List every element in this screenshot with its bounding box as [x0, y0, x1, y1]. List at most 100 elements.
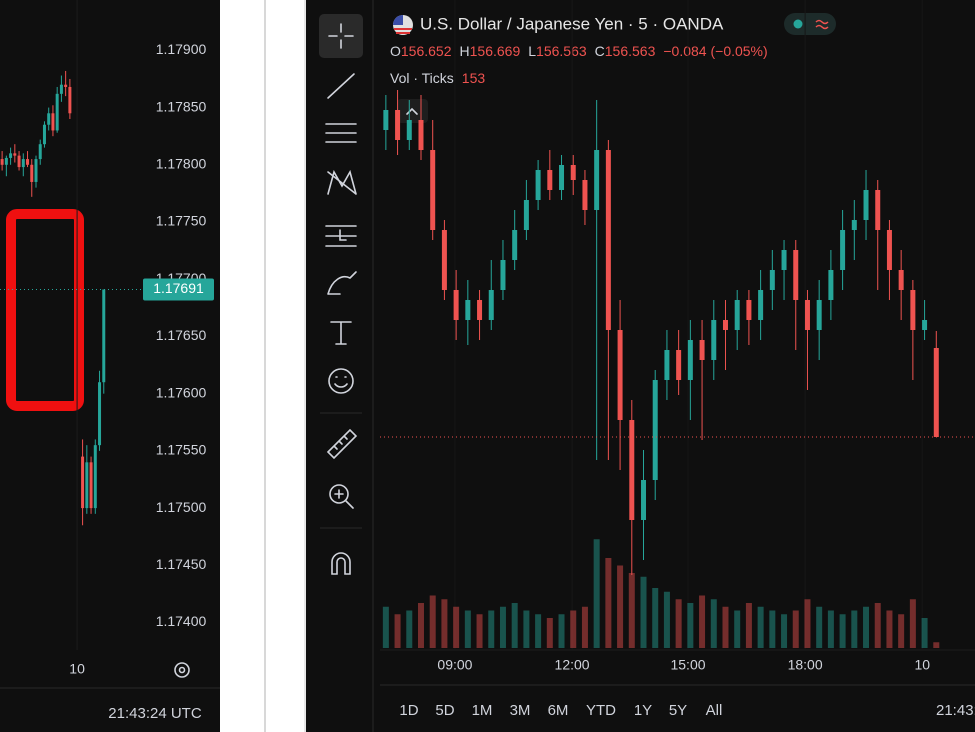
candle-body — [47, 113, 51, 125]
volume-bar — [570, 610, 577, 648]
range-button[interactable]: 5D — [435, 702, 454, 719]
x-tick-label: 09:00 — [437, 657, 472, 673]
candle-body — [687, 340, 693, 380]
candle-body — [0, 159, 4, 165]
candle-body — [641, 480, 647, 520]
legend-key: L — [528, 43, 536, 59]
volume-bar — [933, 642, 940, 648]
crosshair-icon — [328, 23, 354, 49]
candle-body — [30, 164, 34, 182]
candle-body — [68, 86, 72, 114]
candle-body — [523, 200, 529, 230]
candle-body — [840, 230, 846, 270]
candle-body — [711, 320, 717, 360]
volume-bar — [628, 573, 635, 648]
fib-icon[interactable] — [325, 225, 357, 247]
volume-bar — [851, 610, 858, 648]
candle-body — [898, 270, 904, 290]
left-panel — [0, 0, 220, 732]
collapse-button[interactable] — [397, 99, 428, 123]
candle-body — [922, 320, 928, 330]
x-tick-label: 12:00 — [555, 657, 590, 673]
volume-bar — [652, 588, 659, 648]
symbol-flag — [393, 15, 413, 35]
y-tick-label: 1.17750 — [156, 213, 207, 229]
volume-bar — [699, 595, 706, 648]
candle-body — [102, 289, 106, 383]
candle-body — [38, 144, 42, 160]
settings-icon[interactable] — [174, 662, 190, 678]
volume-value: 153 — [462, 70, 486, 86]
range-button[interactable]: All — [706, 702, 723, 719]
legend-value: 156.563 — [536, 43, 587, 59]
candle-body — [55, 93, 59, 131]
volume-bar — [453, 606, 460, 648]
range-button[interactable]: 1D — [399, 702, 418, 719]
magnet-icon[interactable] — [331, 552, 351, 575]
volume-bar — [593, 539, 600, 648]
volume-bar — [406, 610, 413, 648]
volume-bar — [558, 614, 565, 648]
candle-body — [793, 250, 799, 300]
candle-body — [547, 170, 553, 190]
volume-bar — [734, 610, 741, 648]
candle-body — [652, 380, 658, 480]
candle-body — [886, 230, 892, 270]
trendline-icon[interactable] — [327, 73, 355, 99]
range-button[interactable]: 1M — [472, 702, 493, 719]
candle-body — [629, 420, 635, 520]
clock: 21:43:24 UTC — [936, 702, 975, 719]
volume-bar — [640, 576, 647, 648]
candle-body — [875, 190, 881, 230]
range-button[interactable]: 3M — [510, 702, 531, 719]
market-open-dot — [793, 19, 803, 29]
x-tick-label: 18:00 — [788, 657, 823, 673]
candle-body — [500, 260, 506, 290]
last-price-tag — [143, 278, 214, 301]
volume-bar — [804, 599, 811, 648]
x-tick-label: 10 — [914, 657, 930, 673]
candle-body — [93, 445, 97, 509]
channel-icon[interactable] — [325, 123, 357, 143]
range-button[interactable]: 5Y — [669, 702, 687, 719]
range-button[interactable]: 1Y — [634, 702, 652, 719]
volume-bar — [827, 610, 834, 648]
volume-bar — [921, 618, 928, 648]
volume-bar — [675, 599, 682, 648]
status-pill[interactable] — [784, 13, 836, 35]
text-icon[interactable] — [330, 321, 352, 345]
zoom-icon[interactable] — [329, 484, 354, 509]
volume-legend: Vol · Ticks 153 — [390, 70, 485, 86]
candle-body — [535, 170, 541, 200]
y-tick-label: 1.17800 — [156, 155, 207, 171]
range-button[interactable]: YTD — [586, 702, 616, 719]
candle-body — [816, 300, 822, 330]
candle-body — [51, 113, 55, 131]
emoji-icon[interactable] — [328, 368, 354, 394]
ruler-icon[interactable] — [326, 428, 358, 460]
legend-key: H — [460, 43, 470, 59]
brush-icon[interactable] — [327, 271, 357, 295]
crosshair-button[interactable] — [319, 14, 363, 58]
candle-body — [933, 348, 939, 437]
pattern-icon[interactable] — [327, 169, 357, 195]
range-button[interactable]: 6M — [548, 702, 569, 719]
candle-body — [594, 150, 600, 210]
volume-bar — [663, 591, 670, 648]
annotation-box — [6, 209, 84, 411]
volume-bar — [769, 610, 776, 648]
legend-value: 156.563 — [605, 43, 656, 59]
y-tick-label: 1.17850 — [156, 98, 207, 114]
candle-body — [488, 290, 494, 320]
volume-bar — [511, 603, 518, 648]
candle-body — [441, 230, 447, 290]
candle-body — [758, 290, 764, 320]
y-tick-label: 1.17600 — [156, 384, 207, 400]
volume-bar — [781, 614, 788, 648]
candle-body — [64, 84, 68, 87]
last-price-label: 1.17691 — [153, 280, 204, 296]
x-tick-label: 15:00 — [670, 657, 705, 673]
candle-body — [465, 300, 471, 320]
